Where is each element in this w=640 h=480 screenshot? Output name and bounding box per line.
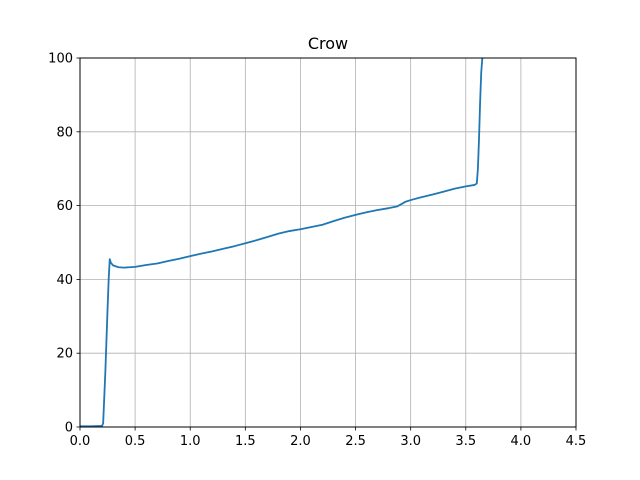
y-tick-label: 20 xyxy=(56,347,73,362)
y-axis: 0 20 40 60 80 100 xyxy=(48,52,80,436)
x-tick-label: 3.5 xyxy=(455,434,476,449)
x-axis: 0.0 0.5 1.0 1.5 2.0 2.5 3.0 3.5 4.0 4.5 xyxy=(70,427,587,449)
grid-lines xyxy=(79,57,577,428)
series-line xyxy=(80,58,484,427)
y-tick-label: 0 xyxy=(65,421,73,436)
x-tick-label: 3.0 xyxy=(400,434,421,449)
y-tick-label: 40 xyxy=(56,273,73,288)
x-tick-label: 4.5 xyxy=(566,434,587,449)
plot-frame xyxy=(79,57,577,428)
y-tick-label: 100 xyxy=(48,52,73,67)
x-tick-label: 0.5 xyxy=(125,434,146,449)
x-tick-label: 1.5 xyxy=(235,434,256,449)
y-tick-label: 80 xyxy=(56,125,73,140)
y-tick-label: 60 xyxy=(56,199,73,214)
x-tick-label: 0.0 xyxy=(70,434,91,449)
series-layer xyxy=(80,58,484,427)
x-tick-label: 2.0 xyxy=(290,434,311,449)
chart-title: Crow xyxy=(308,34,348,53)
x-tick-label: 2.5 xyxy=(345,434,366,449)
x-tick-label: 1.0 xyxy=(180,434,201,449)
x-tick-label: 4.0 xyxy=(511,434,532,449)
